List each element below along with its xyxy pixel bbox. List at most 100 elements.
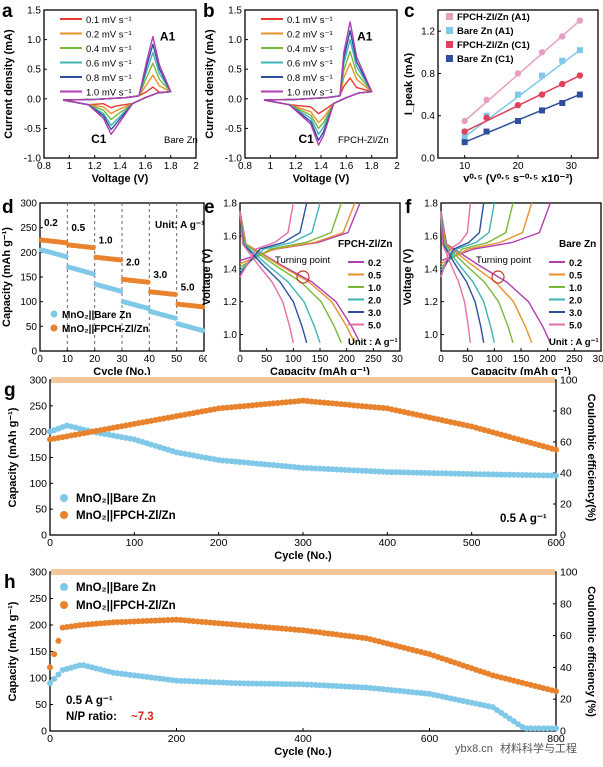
x-tick-label: 1.8 [365, 161, 379, 172]
data-point [224, 679, 231, 686]
data-point [515, 471, 522, 478]
data-point [527, 725, 534, 732]
y-tick-label: 300 [20, 199, 37, 210]
np-ratio-value: ~7.3 [131, 711, 154, 723]
data-point [321, 682, 328, 689]
data-point [498, 471, 505, 478]
legend-label: FPCH-Zl/Zn (C1) [457, 40, 530, 51]
data-point [308, 465, 315, 472]
data-point [515, 91, 521, 98]
x-tick-label: 2 [193, 161, 199, 172]
data-point [203, 678, 210, 685]
y2-tick-label: 0 [560, 726, 566, 738]
data-point [576, 17, 584, 24]
y-axis-label: Current density (mA) [3, 29, 15, 139]
x-tick-label: 400 [379, 537, 397, 549]
data-point [172, 315, 178, 321]
data-point [253, 680, 260, 687]
legend-label: 0.1 mV s⁻¹ [287, 15, 333, 26]
annotation-a1: A1 [357, 30, 373, 44]
y-tick-label: 1.0 [27, 35, 41, 46]
data-point [240, 680, 247, 687]
y2-tick-label: 60 [560, 437, 572, 449]
data-point [207, 679, 214, 686]
panel-letter: g [4, 380, 16, 401]
rate-label: 0.5 A g⁻¹ [66, 695, 113, 707]
turning-point-label: Turning point [476, 255, 531, 266]
data-point [114, 619, 121, 626]
x-tick-label: 100 [285, 354, 302, 365]
legend-label: 0.5 [368, 271, 382, 282]
y-tick-label: 100 [20, 297, 37, 308]
data-point [127, 618, 134, 625]
data-point [498, 709, 505, 716]
x-tick-label: 600 [421, 733, 439, 745]
legend-label: 3.0 [368, 308, 381, 319]
y-tick-label: 50 [35, 699, 47, 711]
data-point [308, 681, 315, 688]
data-point [63, 253, 69, 260]
x-tick-label: 100 [486, 354, 503, 365]
y-tick-label: 200 [20, 248, 37, 259]
data-point [186, 678, 193, 685]
y2-tick-label: 20 [560, 694, 572, 706]
y-tick-label: 0.5 [228, 65, 242, 76]
data-point [118, 288, 124, 294]
data-point [143, 617, 150, 624]
data-point [333, 683, 340, 690]
x-tick-label: 200 [338, 354, 355, 365]
data-point [514, 101, 522, 109]
x-tick-label: 400 [294, 733, 312, 745]
data-point [489, 471, 496, 478]
x-tick-label: 150 [513, 354, 530, 365]
y-tick-label: 0.5 [27, 65, 41, 76]
x-axis-label: v⁰·⁵ (V⁰·⁵ s⁻⁰·⁵ x10⁻³) [463, 173, 573, 185]
x-tick-label: 2 [394, 161, 400, 172]
data-point [515, 118, 521, 124]
x-tick-label: 1.8 [164, 161, 178, 172]
x-tick-label: 20 [89, 354, 101, 365]
x-tick-label: 500 [463, 537, 481, 549]
data-point [316, 682, 323, 689]
y-tick-label: 1.6 [223, 231, 237, 242]
data-point [506, 715, 513, 722]
data-point [493, 471, 500, 478]
data-point [576, 91, 583, 98]
data-point [51, 675, 58, 682]
y2-tick-label: 40 [560, 662, 572, 674]
data-point [295, 681, 302, 688]
charge-curve [440, 202, 551, 262]
data-point [148, 617, 155, 624]
data-point [544, 472, 551, 479]
chart-c: 10 20 30 0.0 0.4 0.8 1.2 v⁰·⁵ (V⁰·⁵ s⁻⁰·⁵ x10⁻³… [403, 1, 599, 185]
annotation-c1: C1 [298, 132, 314, 146]
y-axis-label: I_peak (mA) [403, 52, 415, 115]
data-point [559, 57, 566, 64]
legend-marker [60, 494, 68, 502]
data-point [337, 683, 344, 690]
data-point [401, 469, 408, 476]
y-tick-label: 200 [29, 620, 47, 632]
y-tick-label: 50 [26, 322, 38, 333]
data-point [169, 616, 176, 623]
data-point [342, 466, 349, 473]
x-tick-label: 300 [294, 537, 312, 549]
data-point [396, 469, 403, 476]
data-point [122, 618, 129, 625]
data-point [139, 618, 146, 625]
data-point [544, 725, 551, 732]
x-tick-label: 150 [312, 354, 329, 365]
panel-letter: f [405, 197, 412, 218]
y2-tick-label: 100 [560, 375, 578, 387]
data-point [145, 279, 151, 285]
data-point [548, 725, 555, 732]
panel-letter: e [204, 197, 215, 218]
data-point [359, 467, 366, 474]
data-point [461, 139, 468, 146]
x-tick-label: 1.6 [138, 161, 152, 172]
y-axis-label: Voltage (V) [402, 248, 414, 305]
legend-label: MnO₂||Bare Zn [76, 493, 156, 505]
data-point [510, 718, 517, 725]
y2-tick-label: 100 [560, 567, 578, 579]
